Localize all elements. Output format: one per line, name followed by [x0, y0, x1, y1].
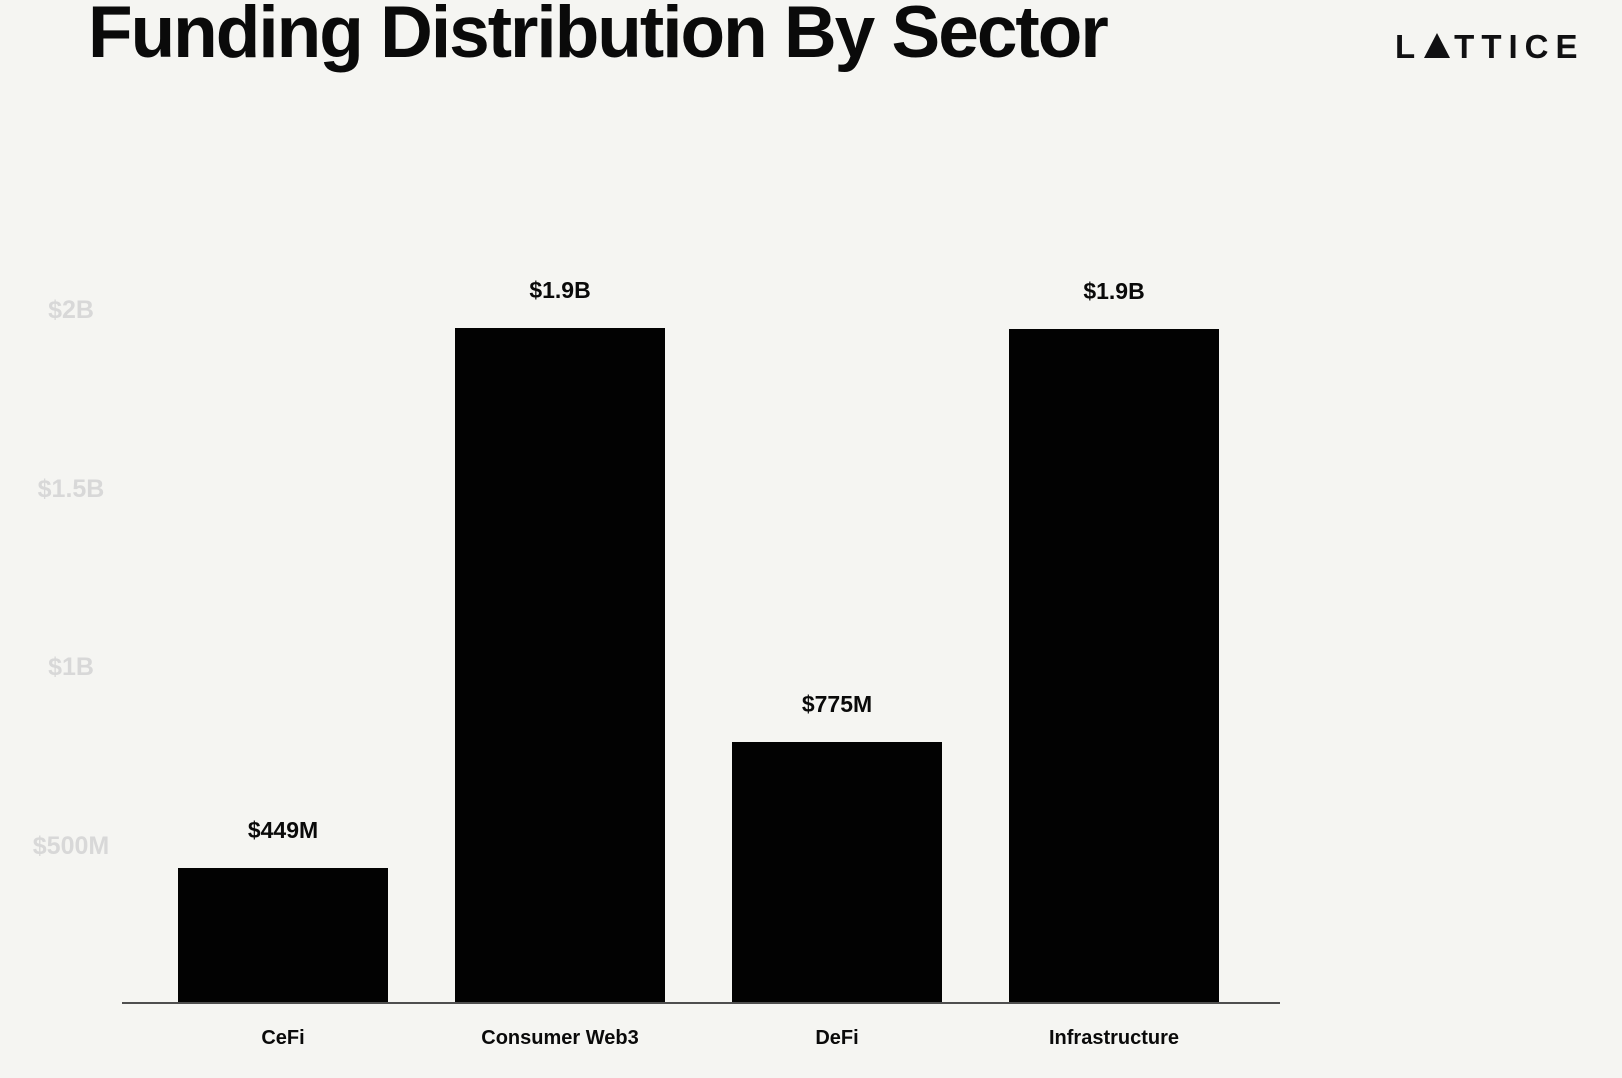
- y-tick-label: $1.5B: [37, 475, 105, 503]
- bar-defi: [732, 742, 942, 1003]
- bar-value-label: $775M: [801, 691, 873, 717]
- x-axis-line: [122, 1002, 1280, 1004]
- category-label: CeFi: [261, 1027, 305, 1049]
- bar-value-label: $1.9B: [529, 277, 591, 303]
- bar-cefi: [178, 868, 388, 1003]
- category-label: DeFi: [815, 1027, 859, 1049]
- logo-letter-l: L: [1395, 28, 1423, 65]
- chart-title: Funding Distribution By Sector: [88, 0, 1109, 73]
- category-label: Consumer Web3: [481, 1027, 639, 1049]
- y-tick-label: $500M: [32, 832, 110, 860]
- bar-value-label: $1.9B: [1083, 278, 1145, 304]
- bar-consumer-web3: [455, 328, 665, 1003]
- logo-letters-ttice: TTICE: [1454, 28, 1585, 65]
- logo-triangle-a-icon: [1424, 33, 1451, 58]
- bar-infrastructure: [1009, 329, 1219, 1003]
- y-tick-label: $2B: [48, 296, 94, 324]
- y-tick-label: $1B: [48, 653, 94, 681]
- bar-value-label: $449M: [247, 817, 319, 843]
- lattice-logo: L TTICE: [1395, 30, 1585, 63]
- category-label: Infrastructure: [1048, 1027, 1180, 1049]
